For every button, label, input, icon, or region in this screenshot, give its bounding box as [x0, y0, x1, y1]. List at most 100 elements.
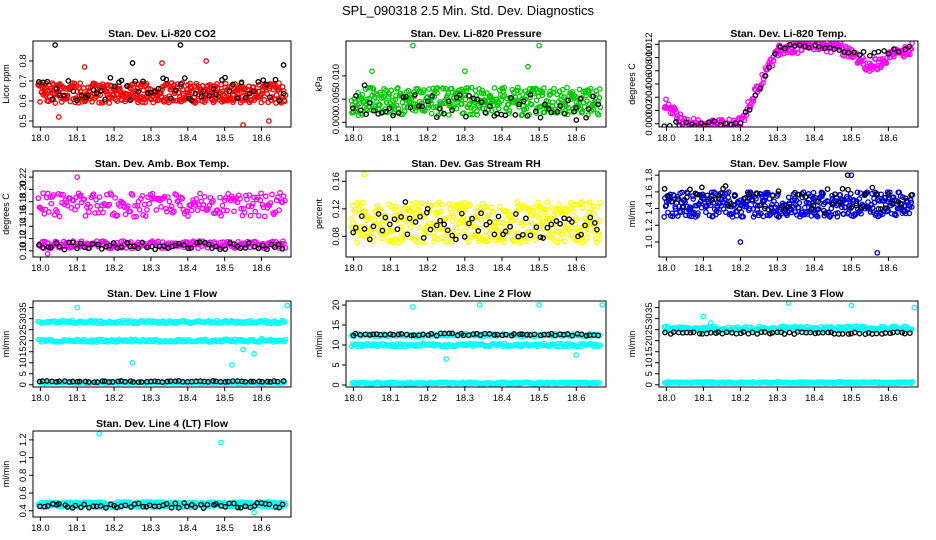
x-tick-label: 18.3: [456, 393, 475, 404]
y-tick-label: 0.12: [18, 229, 29, 248]
data-point: [39, 244, 46, 251]
outlier-point: [74, 304, 81, 311]
data-point: [899, 329, 906, 336]
x-tick-label: 18.0: [31, 263, 50, 274]
data-point: [488, 234, 494, 240]
data-point: [404, 231, 411, 238]
data-point: [890, 53, 897, 60]
data-point: [531, 331, 538, 338]
data-point: [578, 331, 585, 338]
data-point: [845, 49, 852, 56]
data-point: [86, 209, 92, 215]
data-point: [554, 210, 560, 217]
data-point: [465, 85, 472, 92]
data-point: [77, 80, 84, 87]
outlier-point: [159, 60, 165, 66]
data-point: [416, 224, 423, 231]
data-point: [77, 192, 84, 199]
y-tick-label: 0.14: [18, 217, 29, 236]
data-point: [837, 41, 844, 46]
data-point: [474, 214, 481, 221]
data-point: [272, 76, 279, 83]
data-point: [50, 192, 57, 198]
outlier-point: [443, 356, 450, 362]
data-point: [701, 122, 708, 127]
data-point: [816, 43, 822, 50]
data-point: [267, 200, 274, 206]
data-point: [557, 220, 563, 227]
data-point: [529, 220, 535, 227]
panel-title: Stan. Dev. Line 3 Flow: [733, 288, 844, 300]
data-point: [553, 218, 560, 224]
data-point: [193, 196, 200, 202]
data-point: [487, 103, 493, 110]
data-point: [596, 218, 603, 225]
data-point: [462, 96, 469, 103]
data-point: [746, 106, 753, 113]
data-point: [791, 49, 798, 55]
data-point: [356, 202, 363, 209]
data-point: [745, 190, 752, 197]
data-point: [798, 47, 805, 53]
data-point: [761, 197, 768, 204]
data-point: [807, 329, 814, 336]
data-point: [544, 224, 551, 231]
data-point: [64, 92, 71, 99]
data-point: [387, 331, 394, 337]
data-point: [185, 245, 192, 252]
x-tick-label: 18.3: [768, 393, 787, 404]
data-point: [112, 195, 118, 201]
data-point: [731, 193, 738, 200]
data-point: [54, 209, 60, 215]
data-point: [218, 213, 225, 219]
data-point: [282, 244, 289, 251]
data-point: [586, 199, 593, 205]
data-point: [85, 245, 92, 252]
data-point: [357, 110, 364, 117]
data-point: [255, 245, 262, 252]
data-point: [393, 93, 399, 99]
data-point: [490, 209, 497, 215]
data-point: [85, 92, 92, 99]
data-point: [844, 195, 851, 202]
data-point: [53, 85, 60, 92]
points-group: [661, 301, 918, 387]
data-point: [786, 329, 793, 336]
data-point: [460, 332, 467, 339]
data-point: [591, 211, 597, 217]
data-point: [533, 224, 540, 231]
chart-panel: Stan. Dev. Li-820 Temp.degrees C18.0 18.1…: [627, 28, 919, 144]
data-point: [70, 83, 77, 89]
data-point: [691, 123, 698, 127]
plot-frame: [345, 40, 607, 128]
data-point: [453, 236, 459, 243]
data-point: [82, 378, 89, 385]
data-point: [403, 215, 410, 222]
data-point: [587, 85, 594, 92]
outlier-point: [280, 62, 287, 68]
plot-frame: [32, 40, 292, 128]
data-point: [565, 97, 571, 104]
data-point: [70, 88, 77, 95]
data-point: [682, 199, 688, 205]
panel-title: Stan. Dev. Amb. Box Temp.: [95, 158, 230, 170]
data-point: [862, 191, 869, 198]
data-point: [511, 238, 517, 245]
x-tick-label: 18.4: [493, 133, 512, 144]
x-tick-label: 18.4: [493, 263, 512, 274]
data-point: [114, 212, 121, 219]
data-point: [723, 329, 730, 336]
data-point: [527, 232, 534, 239]
data-point: [513, 211, 519, 217]
data-point: [503, 331, 509, 338]
data-point: [769, 192, 776, 199]
data-point: [276, 207, 282, 213]
data-point: [141, 201, 148, 208]
data-point: [907, 330, 913, 336]
data-point: [178, 81, 184, 87]
x-tick-label: 18.3: [456, 263, 475, 274]
data-point: [488, 204, 495, 211]
outlier-point: [129, 60, 136, 66]
data-point: [405, 87, 412, 94]
